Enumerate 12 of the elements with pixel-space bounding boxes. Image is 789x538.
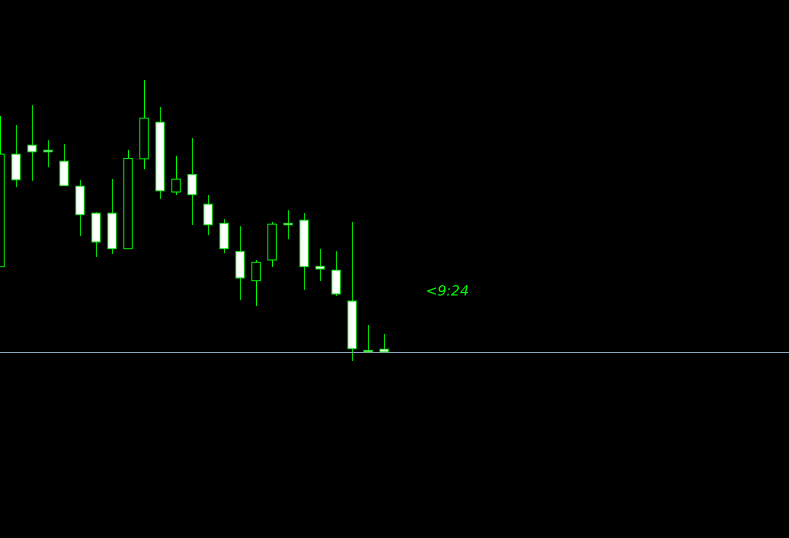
- candlestick: [363, 324, 373, 353]
- candlestick: [315, 248, 325, 282]
- candlestick: [379, 334, 389, 353]
- text: <9:24: [426, 284, 469, 300]
- candlestick: [43, 140, 53, 168]
- candlestick: [283, 210, 293, 240]
- candlestick: [27, 104, 37, 182]
- candlestick: [59, 144, 69, 186]
- candlestick: [331, 250, 341, 297]
- candlestick: [251, 260, 261, 306]
- candlestick: [187, 137, 197, 226]
- candlestick: [203, 194, 213, 236]
